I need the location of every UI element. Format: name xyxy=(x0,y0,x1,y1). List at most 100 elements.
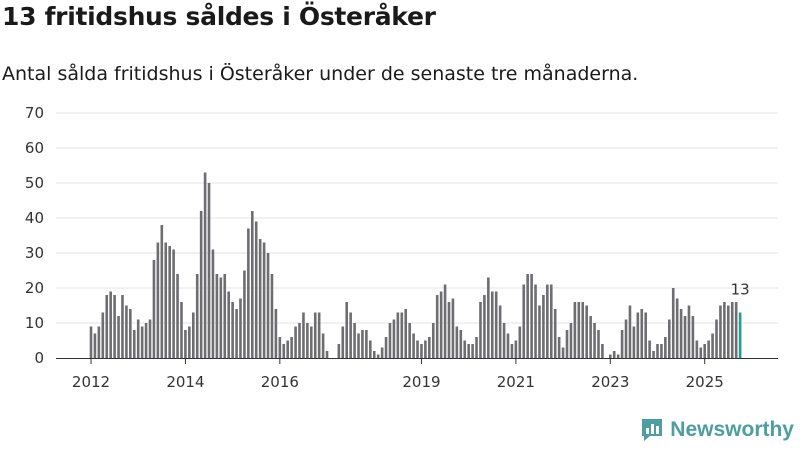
bar xyxy=(306,323,309,358)
bar xyxy=(660,344,663,358)
bar xyxy=(624,319,628,358)
bar xyxy=(302,312,305,358)
bar xyxy=(298,323,301,358)
bar xyxy=(534,284,537,358)
bar xyxy=(703,344,706,358)
x-tick-label: 2025 xyxy=(686,373,724,391)
bar xyxy=(585,305,588,358)
bar xyxy=(160,225,164,358)
bar xyxy=(341,326,345,358)
bar xyxy=(683,316,687,358)
bar xyxy=(549,284,553,358)
bar xyxy=(561,347,565,358)
bar xyxy=(514,340,518,358)
bar xyxy=(707,340,710,358)
bar xyxy=(734,302,738,358)
bar xyxy=(463,340,467,358)
bar xyxy=(388,323,392,358)
bar xyxy=(447,302,451,358)
bar xyxy=(396,312,400,358)
bar xyxy=(278,337,282,358)
bar xyxy=(258,239,262,358)
bar xyxy=(321,333,325,358)
chart-subtitle: Antal sålda fritidshus i Österåker under… xyxy=(2,63,639,85)
bar xyxy=(620,330,624,358)
bar xyxy=(664,337,667,358)
y-tick-label: 60 xyxy=(25,139,44,157)
chart-title: 13 fritidshus såldes i Österåker xyxy=(2,2,436,31)
bar xyxy=(459,330,463,358)
bar xyxy=(144,323,148,358)
bar xyxy=(455,326,459,358)
bar xyxy=(451,298,455,358)
bar xyxy=(581,302,585,358)
bar xyxy=(357,333,360,358)
bar xyxy=(640,309,644,358)
bar xyxy=(526,274,529,358)
bar xyxy=(679,309,683,358)
bar xyxy=(416,340,419,358)
bar xyxy=(656,344,659,358)
bar xyxy=(490,291,494,358)
bar xyxy=(270,274,274,358)
bar xyxy=(553,309,557,358)
bar xyxy=(121,295,124,358)
bar xyxy=(136,319,140,358)
bar xyxy=(219,277,223,358)
bar xyxy=(105,295,109,358)
bar xyxy=(424,340,427,358)
newsworthy-logo: Newsworthy xyxy=(640,417,794,443)
bar xyxy=(290,337,293,358)
bar xyxy=(353,323,356,358)
bar xyxy=(439,291,443,358)
bar xyxy=(494,291,498,358)
bar xyxy=(262,242,266,358)
bar xyxy=(148,319,152,358)
bar xyxy=(542,295,545,358)
y-tick-label: 10 xyxy=(25,314,44,332)
x-tick-label: 2021 xyxy=(497,373,535,391)
bar xyxy=(132,330,136,358)
bar xyxy=(266,253,270,358)
bar xyxy=(376,354,380,358)
bar xyxy=(565,330,569,358)
bar xyxy=(483,295,486,358)
x-tick-label: 2023 xyxy=(591,373,629,391)
bar xyxy=(195,274,199,358)
bar xyxy=(168,246,171,358)
bar xyxy=(109,291,112,358)
y-tick-label: 50 xyxy=(25,174,44,192)
x-tick-label: 2016 xyxy=(261,373,299,391)
bar xyxy=(191,312,195,358)
bar xyxy=(243,270,246,358)
bar xyxy=(337,344,341,358)
bar xyxy=(317,312,321,358)
bar xyxy=(199,211,203,358)
bar xyxy=(215,274,219,358)
bar xyxy=(369,340,372,358)
bar xyxy=(274,309,278,358)
bar xyxy=(530,274,533,358)
bar xyxy=(727,305,730,358)
bar xyxy=(648,340,651,358)
bar xyxy=(392,319,396,358)
bar xyxy=(164,242,168,358)
bar xyxy=(569,323,573,358)
bar xyxy=(282,344,286,358)
data-label-latest: 13 xyxy=(731,281,750,299)
bar xyxy=(172,249,175,358)
bar xyxy=(254,221,258,358)
bar xyxy=(361,330,364,358)
bar xyxy=(400,312,404,358)
bar xyxy=(644,312,647,358)
y-tick-label: 20 xyxy=(25,279,44,297)
bar xyxy=(286,340,289,358)
bar xyxy=(601,344,604,358)
bar xyxy=(510,344,514,358)
bar xyxy=(730,302,734,358)
bar xyxy=(538,305,541,358)
bar xyxy=(632,326,636,358)
bar xyxy=(129,309,132,358)
bar xyxy=(608,354,612,358)
bar xyxy=(589,316,592,358)
